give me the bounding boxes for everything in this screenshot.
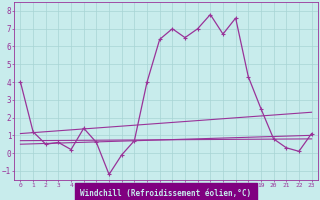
X-axis label: Windchill (Refroidissement éolien,°C): Windchill (Refroidissement éolien,°C) — [80, 189, 252, 198]
